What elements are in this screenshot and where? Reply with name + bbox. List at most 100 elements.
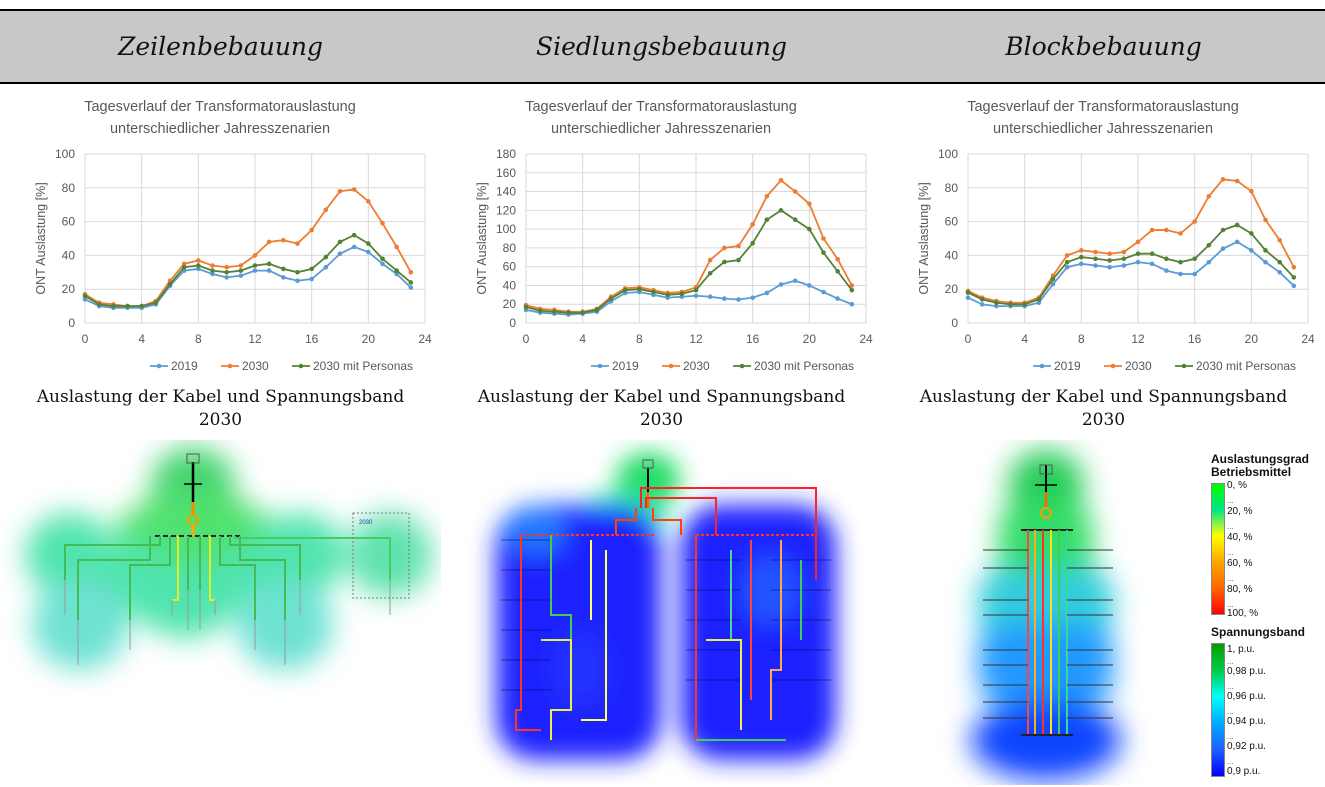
data-point: [707, 294, 713, 300]
data-point: [679, 291, 685, 297]
data-point: [252, 253, 258, 258]
legend-label: 2019: [612, 359, 639, 373]
legend-util-title: Auslastungsgrad Betriebsmittel: [1211, 453, 1309, 479]
data-point: [994, 303, 999, 309]
legend-label: 2030: [683, 359, 710, 373]
data-point: [1149, 227, 1155, 233]
data-point: [1164, 268, 1169, 273]
legend-volt-label-090: 0,9 p.u.: [1227, 766, 1261, 777]
legend-marker: [156, 363, 162, 369]
data-point: [394, 268, 399, 273]
data-point: [1079, 254, 1084, 260]
data-point: [1121, 263, 1127, 268]
data-point: [1206, 242, 1212, 248]
data-point: [380, 220, 385, 226]
data-point: [1064, 253, 1070, 258]
x-tick-label: 0: [523, 332, 530, 346]
series-line-2030: [525, 179, 853, 313]
y-tick-label: 180: [496, 147, 516, 161]
legend-dots: ...: [1227, 574, 1234, 583]
data-point: [1093, 249, 1098, 255]
data-point: [1079, 261, 1084, 267]
map-legend: Auslastungsgrad Betriebsmittel 0, % ... …: [1202, 453, 1325, 783]
y-tick-label: 40: [62, 248, 76, 262]
y-tick-label: 80: [503, 241, 517, 255]
data-point: [594, 307, 600, 313]
data-point: [266, 239, 272, 245]
y-tick-label: 100: [938, 147, 958, 161]
data-point: [1164, 256, 1169, 262]
data-point: [309, 266, 314, 272]
data-point: [153, 300, 159, 306]
data-point: [1121, 249, 1127, 255]
cable-network: [515, 468, 817, 741]
data-point: [1192, 219, 1197, 224]
x-tick-label: 0: [965, 332, 972, 346]
legend-label: 2030 mit Personas: [313, 359, 413, 373]
x-tick-label: 4: [1021, 332, 1028, 346]
data-point: [1234, 239, 1240, 245]
data-point: [979, 302, 985, 307]
x-tick-label: 4: [579, 332, 586, 346]
data-point: [1178, 259, 1183, 265]
series-line-2030-mit-personas: [967, 223, 1295, 306]
data-point: [1192, 271, 1197, 277]
legend-marker: [227, 363, 233, 369]
data-point: [323, 254, 329, 260]
data-point: [1178, 271, 1183, 277]
data-point: [1192, 256, 1197, 262]
network-map-siedlungsbebauung: [496, 452, 836, 760]
x-tick-label: 0: [82, 332, 89, 346]
data-point: [337, 251, 343, 257]
data-point: [778, 282, 784, 287]
data-point: [408, 280, 414, 285]
chart-title-line: unterschiedlicher Jahresszenarien: [551, 121, 771, 137]
data-point: [722, 245, 727, 251]
data-point: [139, 303, 144, 309]
y-tick-label: 80: [62, 181, 76, 195]
data-point: [408, 285, 414, 290]
data-point: [764, 290, 770, 296]
data-point: [764, 217, 770, 223]
map-title-zeilenbebauung: Auslastung der Kabel und Spannungsband 2…: [0, 386, 441, 432]
data-point: [394, 244, 399, 250]
y-tick-label: 60: [945, 215, 959, 229]
data-point: [736, 297, 741, 302]
map-title-line1: Auslastung der Kabel und Spannungsband: [36, 387, 405, 407]
data-point: [380, 256, 385, 262]
legend-dots: ...: [1227, 522, 1234, 531]
scenario-inset-box: [352, 512, 410, 599]
data-point: [707, 270, 713, 276]
data-point: [224, 275, 229, 280]
x-tick-label: 16: [305, 332, 319, 346]
y-tick-label: 160: [496, 166, 516, 180]
data-point: [1291, 264, 1297, 270]
legend-util-title-line1: Auslastungsgrad: [1211, 452, 1310, 466]
y-axis-label: ONT Auslastung [%]: [34, 182, 48, 294]
chart-zeilenbebauung: Tagesverlauf der Transformatorauslastung…: [34, 99, 432, 373]
y-tick-label: 40: [503, 278, 517, 292]
data-point: [366, 249, 371, 255]
legend-label: 2019: [1054, 359, 1081, 373]
data-point: [1036, 297, 1042, 302]
data-point: [111, 303, 116, 309]
series-line-2030: [84, 188, 412, 308]
data-point: [252, 263, 258, 268]
x-tick-label: 12: [248, 332, 262, 346]
map-title-blockbebauung: Auslastung der Kabel und Spannungsband 2…: [883, 386, 1324, 432]
legend-dots: ...: [1227, 757, 1234, 766]
data-point: [792, 189, 798, 194]
data-point: [337, 188, 343, 194]
data-point: [295, 241, 300, 246]
legend-label: 2030: [242, 359, 269, 373]
data-point: [1022, 302, 1027, 307]
data-point: [736, 257, 741, 263]
data-point: [622, 287, 628, 293]
y-tick-label: 100: [496, 222, 516, 236]
data-point: [196, 263, 201, 268]
data-point: [82, 297, 88, 302]
legend-util-label-60: 60, %: [1227, 558, 1253, 569]
legend-util-label-0: 0, %: [1227, 480, 1248, 491]
data-point: [266, 261, 272, 267]
y-tick-label: 120: [496, 203, 516, 217]
